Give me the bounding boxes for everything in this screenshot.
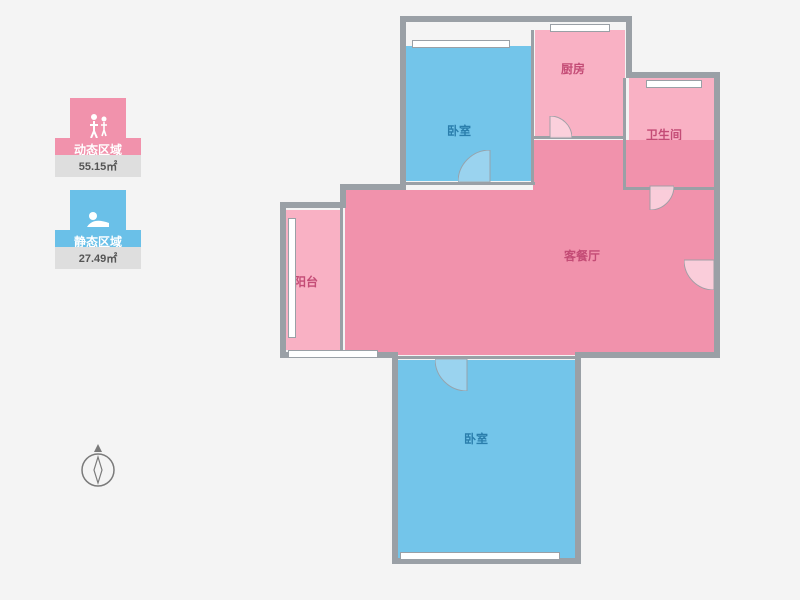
window bbox=[646, 80, 702, 88]
room-label-卧室2: 卧室 bbox=[464, 430, 488, 447]
people-icon bbox=[83, 111, 113, 141]
door-arc bbox=[435, 327, 499, 391]
legend-dynamic-value: 55.15㎡ bbox=[55, 155, 141, 177]
compass-icon bbox=[78, 444, 118, 490]
room-label-阳台: 阳台 bbox=[294, 273, 318, 290]
room-label-厨房: 厨房 bbox=[561, 60, 585, 77]
window bbox=[412, 40, 510, 48]
legend-static-value: 27.49㎡ bbox=[55, 247, 141, 269]
door-arc bbox=[626, 162, 674, 210]
window bbox=[400, 552, 560, 560]
window bbox=[550, 24, 610, 32]
sleep-icon bbox=[83, 203, 113, 233]
door-arc bbox=[528, 116, 572, 160]
window bbox=[288, 218, 296, 338]
door-arc bbox=[684, 230, 744, 290]
room-label-卧室1: 卧室 bbox=[447, 122, 471, 139]
window bbox=[288, 350, 378, 358]
room-label-客餐厅-中: 客餐厅 bbox=[564, 247, 600, 264]
floor-plan-canvas: 厨房卫生间卧室客餐厅阳台卧室动态区域55.15㎡静态区域27.49㎡ bbox=[0, 0, 800, 600]
door-arc bbox=[458, 150, 522, 214]
